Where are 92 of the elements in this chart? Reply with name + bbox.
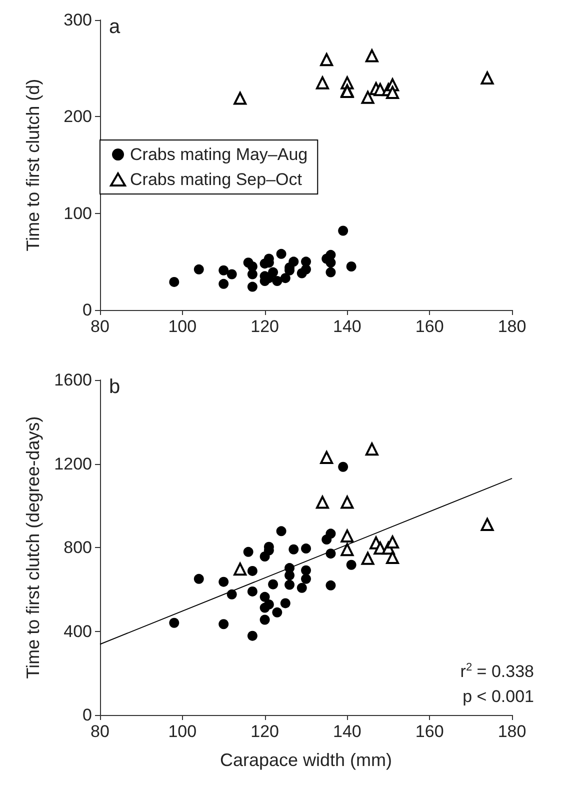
point [268,579,278,590]
legend-label: Crabs mating May–Aug [130,145,308,164]
x-tick-label: 120 [250,722,279,741]
point [338,462,348,472]
point [340,529,354,542]
point [218,619,229,630]
point [247,630,258,641]
point [247,586,258,596]
point [288,256,299,267]
point [264,599,274,610]
point [272,276,282,286]
x-tick-label: 80 [90,722,110,741]
point [218,576,229,587]
point [301,256,311,267]
y-tick-label: 400 [64,622,92,641]
point [260,592,270,602]
y-tick-label: 1600 [54,370,92,390]
point [320,53,334,66]
point [480,518,494,531]
point [326,258,336,268]
chart-title: b [109,376,120,398]
y-axis-title: Time to first clutch (d) [23,78,43,252]
point [194,264,204,274]
y-tick-label: 300 [64,10,92,30]
point [320,450,334,464]
point [247,282,258,292]
point [280,598,290,608]
point [234,92,247,105]
x-tick-label: 160 [415,722,444,741]
point [340,543,354,556]
x-tick-label: 180 [498,317,526,336]
y-tick-label: 0 [82,300,92,320]
point [284,570,295,580]
point [316,496,329,509]
point [301,565,311,576]
point [386,86,400,99]
y-tick-label: 200 [64,107,92,126]
point [276,248,286,259]
y-tick-label: 1200 [54,454,92,474]
point [301,544,311,554]
y-tick-label: 0 [82,706,92,724]
point [268,267,278,278]
point [365,442,378,456]
point [301,574,311,584]
point [480,72,494,84]
point [386,536,400,549]
point [247,269,258,280]
point [284,580,295,590]
point [243,546,254,557]
point [247,566,258,576]
point [218,278,229,289]
point [272,607,282,618]
point [234,562,247,576]
x-tick-label: 140 [333,722,362,741]
point [169,276,180,287]
point [326,267,336,278]
chart-title: a [109,16,121,38]
point [288,544,299,554]
point [361,90,374,104]
x-axis-title: Carapace width (mm) [220,750,392,770]
point [316,76,329,90]
point [326,528,336,539]
x-tick-label: 160 [415,317,444,336]
point [338,226,348,236]
x-tick-label: 80 [90,317,110,336]
point [346,262,356,272]
point [340,85,354,98]
point [218,265,229,276]
point [346,560,356,570]
point [194,574,204,584]
x-tick-label: 100 [168,317,197,336]
legend-label: Crabs mating Sep–Oct [130,170,302,189]
point [226,269,237,280]
y-axis-title: Time to first clutch (degree-days) [23,416,43,679]
point [276,526,286,536]
point [386,551,400,564]
point [326,580,336,590]
point [280,273,290,284]
annotation: p < 0.001 [462,687,534,706]
point [169,618,180,628]
x-tick-label: 140 [333,317,362,336]
x-tick-label: 180 [498,722,526,741]
point [340,496,354,509]
y-tick-label: 100 [64,204,92,223]
point [361,552,374,565]
point [365,49,378,62]
y-tick-label: 800 [64,538,92,557]
x-tick-label: 120 [250,317,279,336]
x-tick-label: 100 [168,722,197,741]
point [226,589,237,600]
point [260,614,270,625]
point [296,582,307,593]
